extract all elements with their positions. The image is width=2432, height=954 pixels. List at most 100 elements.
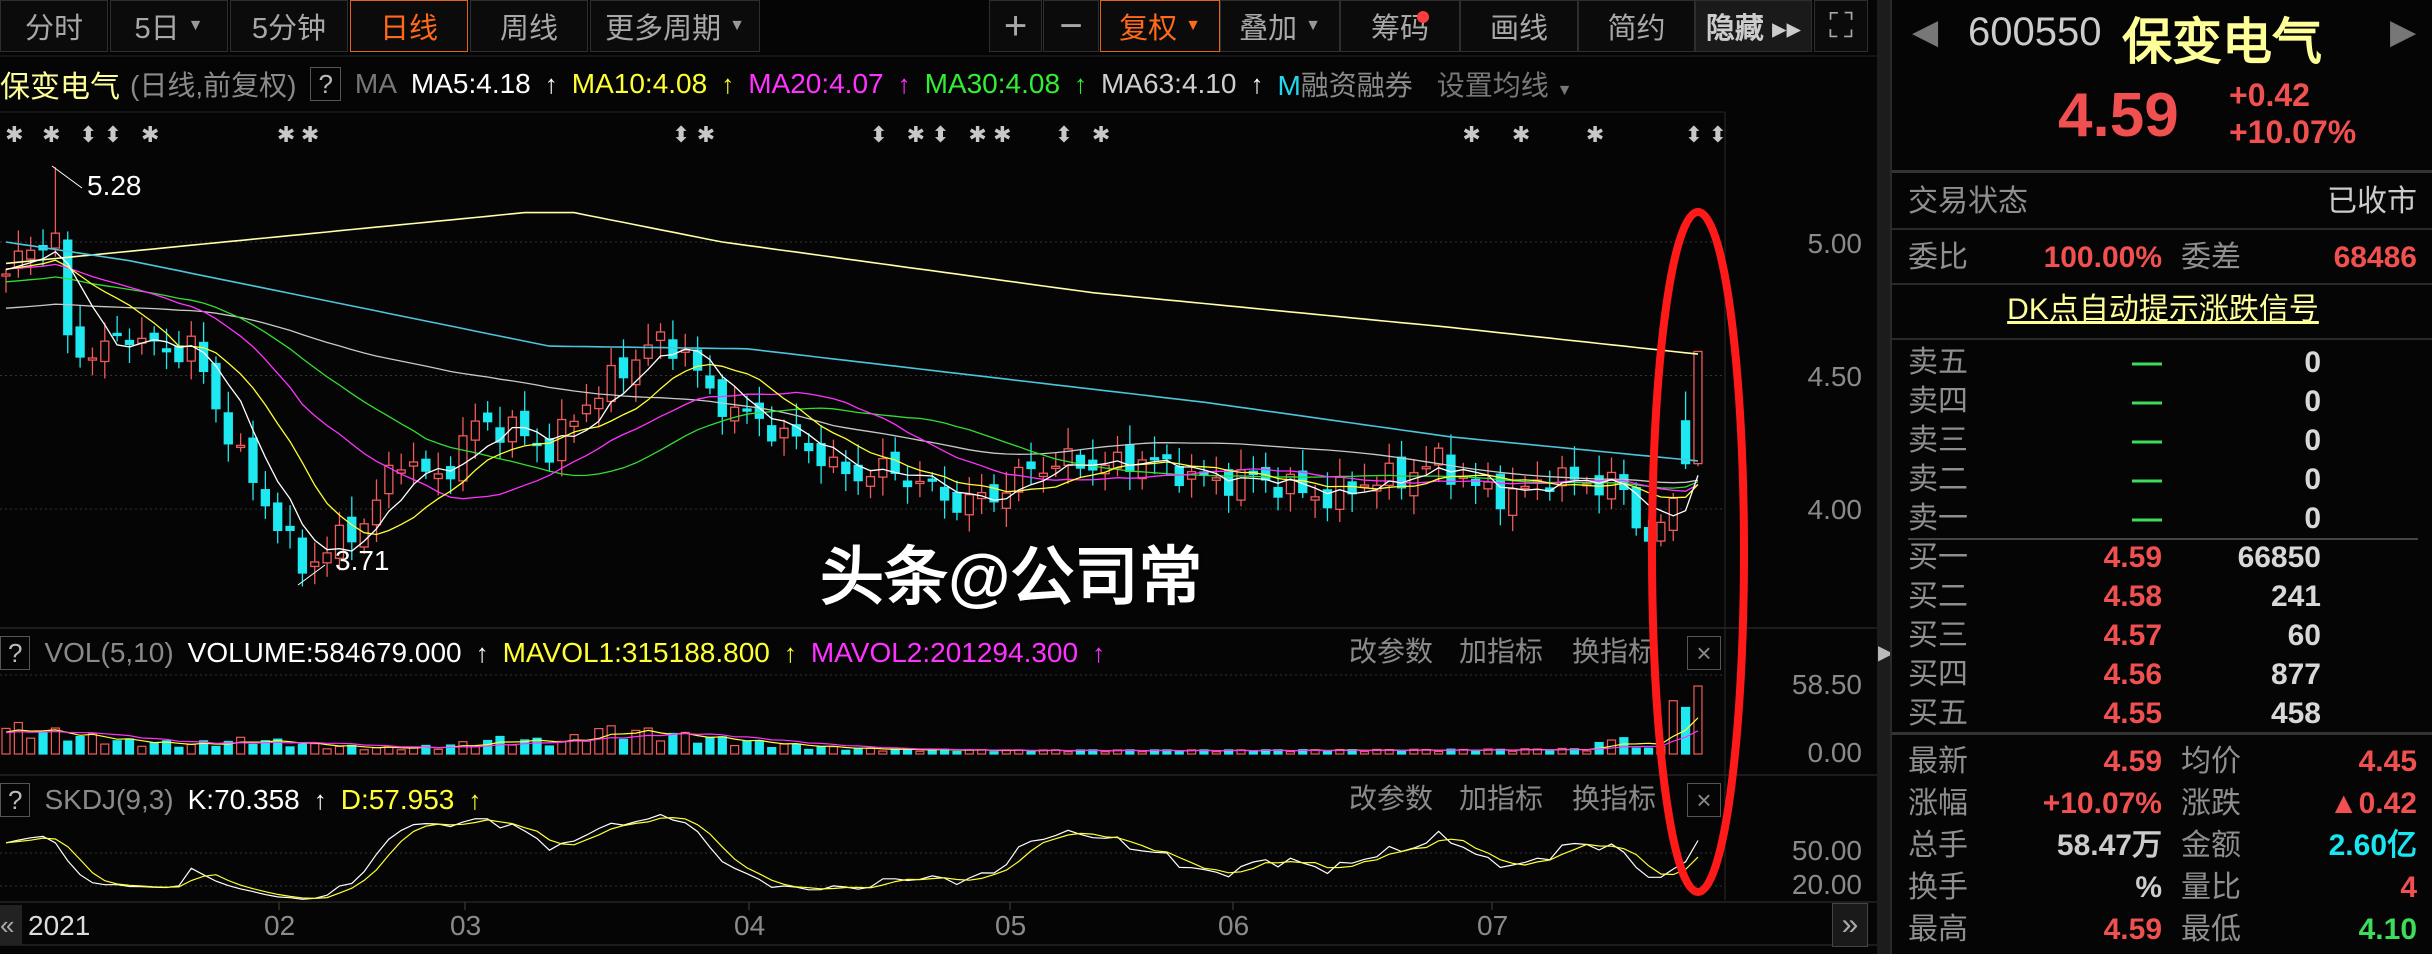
tool-button-0[interactable]: 复权 ▼: [1100, 0, 1220, 52]
fullscreen-button[interactable]: ⛶: [1814, 0, 1868, 52]
set-ma-dropdown[interactable]: 设置均线 ▼: [1437, 64, 1573, 104]
order-ratio-value: 100.00%: [2043, 241, 2162, 274]
candle-down: [1396, 456, 1407, 489]
volume-bar: [1508, 750, 1518, 755]
volume-bar: [1643, 747, 1654, 755]
tool-button-4[interactable]: 简约: [1578, 0, 1695, 52]
stat-label: 换手: [1908, 871, 1968, 904]
swap-indicator-button[interactable]: 换指标: [1572, 636, 1657, 667]
volume-bar: [1446, 748, 1456, 755]
buy-level-price: 4.57: [2103, 619, 2162, 652]
help-button[interactable]: ?: [0, 783, 31, 817]
period-tab-5[interactable]: 更多周期 ▼: [590, 0, 760, 52]
candle-down: [1125, 444, 1135, 473]
signal-marker: ⬍: [1709, 123, 1727, 148]
add-indicator-button[interactable]: 加指标: [1459, 783, 1544, 814]
volume-bar: [63, 740, 73, 755]
signal-marker: ✱: [968, 123, 986, 148]
help-button[interactable]: ?: [310, 67, 341, 101]
volume-bar: [248, 743, 258, 755]
sell-level-label: 卖四: [1908, 385, 1968, 418]
stat-label: 最新: [1908, 745, 1968, 778]
volume-indicator-line: ? VOL(5,10) VOLUME:584679.000 ↑ MAVOL1:31…: [0, 631, 1105, 675]
candle-up: [1693, 350, 1703, 465]
collapse-arrow-icon[interactable]: ▶: [1878, 642, 1894, 664]
volume-bar: [1409, 748, 1419, 755]
m-prefix: M: [1277, 70, 1301, 101]
candle-down: [174, 345, 184, 363]
period-tab-3[interactable]: 日线: [350, 0, 468, 52]
period-tab-2[interactable]: 5分钟: [230, 0, 348, 52]
candle-down: [1075, 454, 1086, 469]
period-tab-0[interactable]: 分时: [0, 0, 108, 52]
margin-trading-link[interactable]: 融资融券: [1300, 70, 1413, 101]
prev-stock-icon[interactable]: ◀: [1912, 13, 1939, 51]
swap-indicator-button[interactable]: 换指标: [1572, 783, 1657, 814]
tool-button-2[interactable]: 筹码: [1340, 0, 1460, 52]
candle-up: [557, 418, 567, 462]
close-panel-button[interactable]: ×: [1687, 636, 1721, 670]
panel-splitter[interactable]: ▶: [1877, 0, 1894, 954]
buy-level-price: 4.55: [2103, 697, 2162, 730]
tool-button-4-label: 简约: [1607, 13, 1666, 45]
kline-chart[interactable]: ✱ ✱ ⬍ ⬍ ✱ ✱ ✱ ⬍ ✱ ⬍ ✱ ⬍ ✱ ✱ ⬍ ✱ ✱ ✱ ✱ ⬍ ⬍: [0, 0, 1890, 954]
candle-down: [853, 464, 863, 482]
candle-down: [767, 425, 777, 442]
stat-value: 4.59: [2103, 913, 2162, 946]
next-stock-icon[interactable]: ▶: [2390, 13, 2417, 51]
up-arrow-icon: ↑: [544, 68, 558, 99]
volume-bar: [618, 738, 629, 755]
divider: [1892, 283, 2432, 285]
volume-bar: [186, 743, 196, 755]
volume-bar: [668, 732, 678, 755]
volume-bar: [730, 745, 740, 755]
candle-down: [63, 239, 73, 336]
stat-value: +10.07%: [2042, 787, 2162, 820]
candle-up: [470, 420, 480, 441]
volume-bar: [50, 727, 61, 755]
scroll-right-button[interactable]: »: [1832, 903, 1868, 947]
volume-bar: [1285, 751, 1296, 755]
dk-signal-link[interactable]: DK点自动提示涨跌信号: [2007, 293, 2319, 326]
change-params-button[interactable]: 改参数: [1349, 783, 1434, 814]
mavol2-line: [5, 730, 1699, 752]
sell-level-volume: 0: [2304, 385, 2321, 418]
volume-bar: [754, 740, 764, 755]
period-tab-4[interactable]: 周线: [470, 0, 588, 52]
volume-bar: [223, 740, 233, 755]
candle-down: [211, 362, 221, 410]
change-params-button[interactable]: 改参数: [1349, 636, 1434, 667]
scroll-left-button[interactable]: «: [0, 905, 22, 945]
zoom-in-button[interactable]: +: [989, 0, 1042, 52]
volume-bar: [952, 750, 962, 755]
tool-button-3[interactable]: 画线: [1460, 0, 1578, 52]
candle-up: [1001, 492, 1011, 509]
price-tick: 5.00: [1807, 228, 1863, 259]
add-indicator-button[interactable]: 加指标: [1459, 636, 1544, 667]
help-button[interactable]: ?: [0, 636, 31, 670]
up-arrow-icon: ↑: [475, 637, 489, 668]
candle-down: [952, 491, 962, 513]
volume-bar: [359, 749, 369, 755]
signal-marker: ✱: [141, 123, 159, 148]
period-tab-label: 日线: [379, 13, 438, 45]
month-label: 04: [734, 910, 766, 941]
period-tab-1[interactable]: 5日 ▼: [110, 0, 228, 52]
candle-down: [939, 486, 950, 501]
candle-down: [421, 458, 431, 472]
zoom-out-button[interactable]: −: [1043, 0, 1099, 52]
ma-label: MA: [354, 68, 397, 99]
volume-bar: [767, 747, 777, 755]
signal-marker: ✱: [993, 123, 1011, 148]
candle-down: [1162, 454, 1172, 460]
tool-button-5[interactable]: 隐藏 ▸▸: [1695, 0, 1812, 52]
tool-button-1[interactable]: 叠加 ▼: [1220, 0, 1340, 52]
mavol2-value: MAVOL2:201294.300: [810, 637, 1079, 668]
volume-bar: [705, 736, 715, 755]
volume-bar: [1396, 750, 1407, 755]
volume-bar: [396, 749, 406, 755]
candle-up: [235, 444, 246, 449]
last-price: 4.59: [2058, 81, 2179, 150]
close-panel-button[interactable]: ×: [1687, 783, 1721, 817]
signal-marker: ✱: [1092, 123, 1110, 148]
